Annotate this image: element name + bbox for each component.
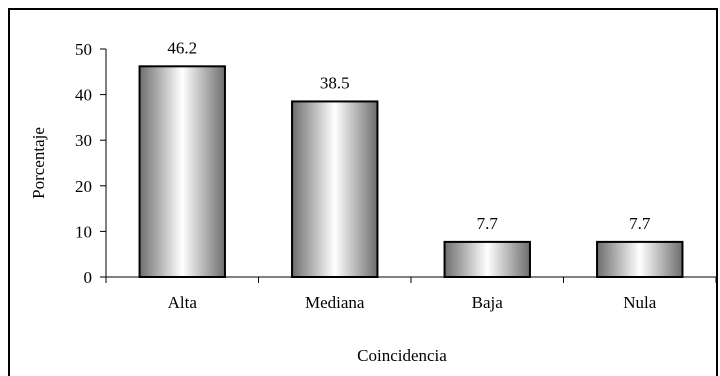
y-tick-label: 0 — [84, 268, 93, 287]
bar-mediana — [291, 100, 379, 278]
category-label: Baja — [472, 293, 504, 312]
category-label: Alta — [168, 293, 198, 312]
y-tick-label: 30 — [75, 131, 92, 150]
y-tick-label: 50 — [75, 40, 92, 59]
x-axis-title: Coincidencia — [357, 346, 447, 365]
bars-group — [138, 65, 684, 278]
bar-baja — [443, 240, 531, 278]
bar-alta — [138, 65, 226, 278]
bar-value-label: 7.7 — [477, 214, 499, 233]
y-tick-label: 10 — [75, 222, 92, 241]
category-labels: Alta Mediana Baja Nula — [168, 293, 657, 312]
y-axis-ticks: 0 10 20 30 40 50 — [75, 40, 107, 287]
bar-value-label: 46.2 — [167, 38, 197, 57]
bar-value-label: 7.7 — [629, 214, 651, 233]
x-axis — [105, 276, 717, 283]
bar-nula — [596, 240, 684, 278]
bar-value-label: 38.5 — [320, 73, 350, 92]
category-label: Nula — [623, 293, 657, 312]
y-tick-label: 20 — [75, 177, 92, 196]
y-tick-label: 40 — [75, 86, 92, 105]
value-labels: 46.2 38.5 7.7 7.7 — [167, 38, 651, 233]
category-label: Mediana — [305, 293, 365, 312]
y-axis-title: Porcentaje — [29, 127, 48, 199]
